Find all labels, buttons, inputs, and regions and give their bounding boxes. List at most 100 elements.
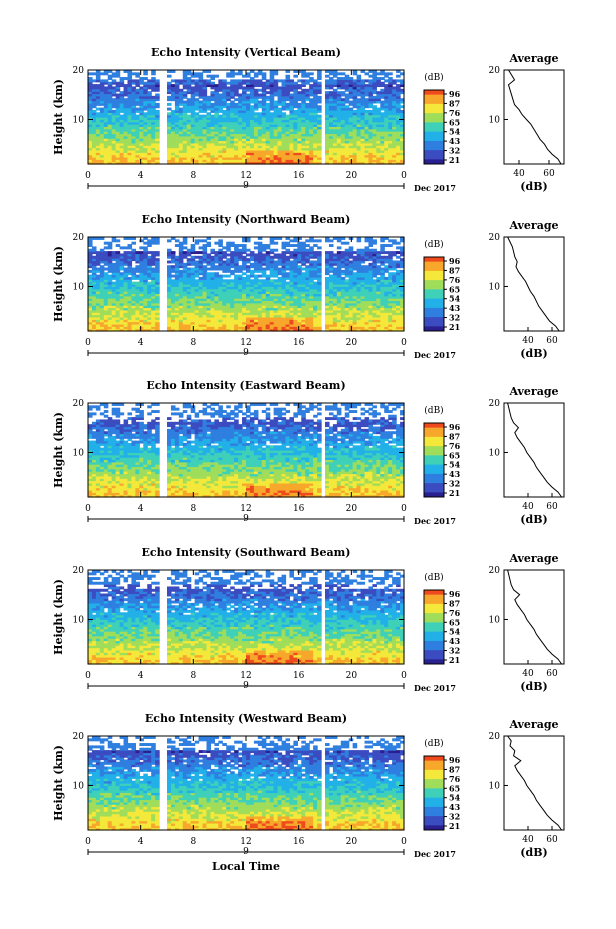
heatmap-cell xyxy=(91,295,97,299)
heatmap-cell xyxy=(269,326,275,330)
heatmap-cell xyxy=(88,84,93,88)
heatmap-cell xyxy=(115,253,121,257)
heatmap-cell xyxy=(242,295,247,299)
heatmap-cell xyxy=(293,74,298,78)
heatmap-cell xyxy=(253,326,259,330)
heatmap-cell xyxy=(265,253,271,257)
heatmap-cell xyxy=(139,284,144,287)
heatmap-cell xyxy=(131,293,136,297)
heatmap-cell xyxy=(285,149,291,153)
heatmap-cell xyxy=(119,117,125,120)
heatmap-cell xyxy=(88,121,93,125)
heatmap-cell xyxy=(103,152,109,156)
heatmap-cell xyxy=(242,98,247,102)
heatmap-cell xyxy=(253,138,259,142)
heatmap-cell xyxy=(328,260,334,264)
heatmap-cell xyxy=(257,246,263,250)
heatmap-cell xyxy=(131,79,136,83)
heatmap-cell xyxy=(246,276,251,280)
heatmap-cell xyxy=(356,159,362,163)
heatmap-cell xyxy=(194,314,200,318)
heatmap-cell xyxy=(226,284,231,287)
heatmap-cell xyxy=(384,74,389,78)
heatmap-cell xyxy=(111,112,117,116)
heatmap-cell xyxy=(238,152,243,156)
heatmap-cell xyxy=(190,128,196,132)
heatmap-cell xyxy=(103,279,109,283)
heatmap-cell xyxy=(218,131,223,135)
heatmap-cell xyxy=(202,124,208,127)
heatmap-cell xyxy=(214,126,219,130)
heatmap-cell xyxy=(313,274,318,278)
heatmap-cell xyxy=(348,156,354,160)
heatmap-cell xyxy=(115,145,121,149)
heatmap-cell xyxy=(198,293,204,297)
heatmap-cell xyxy=(289,251,294,255)
heatmap-cell xyxy=(289,102,294,106)
heatmap-cell xyxy=(91,109,97,113)
heatmap-cell xyxy=(234,105,239,109)
heatmap-cell xyxy=(167,316,172,320)
heatmap-cell xyxy=(265,105,271,109)
heatmap-cell xyxy=(265,276,271,280)
heatmap-cell xyxy=(380,107,385,111)
heatmap-cell xyxy=(281,86,287,90)
heatmap-cell xyxy=(301,112,306,116)
heatmap-cell xyxy=(360,128,366,132)
heatmap-cell xyxy=(222,88,227,92)
heatmap-cell xyxy=(332,147,338,151)
heatmap-cell xyxy=(234,126,239,130)
heatmap-cell xyxy=(88,239,93,243)
heatmap-cell xyxy=(178,149,184,153)
y-tick-label: 10 xyxy=(73,115,85,125)
heatmap-cell xyxy=(249,300,255,304)
heatmap-cell xyxy=(249,156,255,160)
heatmap-cell xyxy=(139,272,144,276)
heatmap-cell xyxy=(269,305,275,309)
colorbar-segment xyxy=(424,131,444,134)
heatmap-cell xyxy=(313,107,318,111)
heatmap-cell xyxy=(88,319,93,323)
heatmap-cell xyxy=(226,140,231,144)
colorbar-segment xyxy=(424,116,444,119)
heatmap-cell xyxy=(253,145,259,149)
heatmap-cell xyxy=(285,237,291,240)
heatmap-cell xyxy=(214,281,219,285)
heatmap-cell xyxy=(151,307,156,311)
heatmap-cell xyxy=(210,251,215,255)
heatmap-cell xyxy=(368,79,373,83)
heatmap-cell xyxy=(226,88,231,92)
heatmap-cell xyxy=(238,79,243,83)
heatmap-cell xyxy=(293,140,298,144)
heatmap-cell xyxy=(135,121,140,125)
heatmap-cell xyxy=(336,86,342,90)
heatmap-cell xyxy=(143,305,148,309)
heatmap-cell xyxy=(174,142,180,146)
heatmap-cell xyxy=(95,79,101,83)
heatmap-cell xyxy=(190,135,196,139)
heatmap-cell xyxy=(91,114,97,118)
heatmap-cell xyxy=(135,295,140,299)
heatmap-cell xyxy=(103,316,109,320)
heatmap-cell xyxy=(155,95,160,99)
heatmap-cell xyxy=(202,326,208,330)
heatmap-cell xyxy=(123,70,129,73)
heatmap-cell xyxy=(261,98,267,102)
heatmap-cell xyxy=(111,255,117,259)
heatmap-cell xyxy=(178,272,184,276)
heatmap-cell xyxy=(198,291,204,294)
heatmap-cell xyxy=(297,70,302,73)
heatmap-cell xyxy=(174,84,180,88)
heatmap-cell xyxy=(119,298,125,302)
heatmap-cell xyxy=(170,281,176,285)
heatmap-cell xyxy=(190,316,196,320)
heatmap-cell xyxy=(210,284,215,287)
heatmap-cell xyxy=(186,70,192,73)
heatmap-cell xyxy=(265,121,271,125)
heatmap-cell xyxy=(332,98,338,102)
heatmap-cell xyxy=(123,321,129,325)
heatmap-cell xyxy=(269,298,275,302)
heatmap-cell xyxy=(222,140,227,144)
heatmap-cell xyxy=(269,269,275,273)
heatmap-cell xyxy=(230,81,235,85)
